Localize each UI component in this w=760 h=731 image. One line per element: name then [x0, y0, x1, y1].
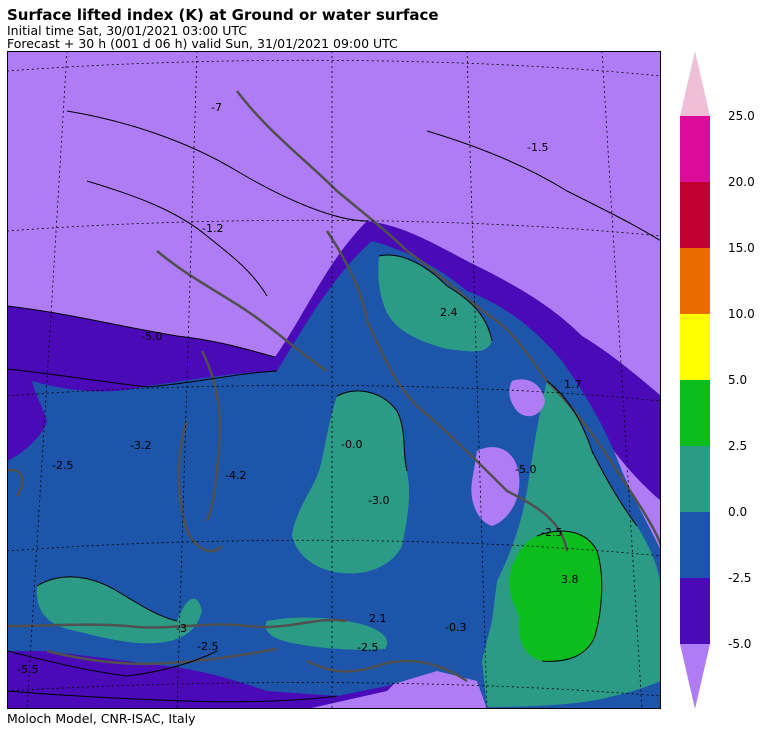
contour-label: -2.5 — [357, 641, 378, 654]
colorbar-label: -2.5 — [728, 571, 752, 585]
contour-label: -1.5 — [527, 141, 548, 154]
contour-labels: -7 -1.2 -5.0 -1.5 2.4 1.7 -3.2 -4.2 -0.0… — [17, 101, 582, 676]
lifted-index-map: -7 -1.2 -5.0 -1.5 2.4 1.7 -3.2 -4.2 -0.0… — [7, 51, 661, 709]
colorbar-band — [680, 578, 710, 644]
contour-label: 1.7 — [564, 378, 582, 391]
colorbar-label: 25.0 — [728, 109, 755, 123]
colorbar-legend: 25.0 20.0 15.0 10.0 5.0 2.5 0.0 -2.5 -5.… — [676, 51, 760, 711]
contour-label: 3.8 — [561, 573, 579, 586]
contour-label: -2.5 — [197, 640, 218, 653]
contour-label: -2.5 — [52, 459, 73, 472]
contour-label: -1.2 — [202, 222, 223, 235]
contour-label: -5.0 — [141, 330, 162, 343]
field-band-0-to-2-5-adriatic — [378, 255, 492, 352]
field-patch-light-2 — [509, 379, 545, 417]
colorbar-band — [680, 182, 710, 248]
colorbar-band — [680, 116, 710, 182]
contour-label: -3 — [176, 622, 187, 635]
colorbar-label: 2.5 — [728, 439, 748, 453]
forecast-valid-text: Forecast + 30 h (001 d 06 h) valid Sun, … — [7, 36, 398, 51]
map-title: Surface lifted index (K) at Ground or wa… — [7, 6, 439, 24]
field-band-0-to-2-5-south-strip — [265, 617, 388, 650]
contour-label: -3.0 — [368, 494, 389, 507]
contour-label: -3.2 — [130, 439, 151, 452]
initial-time-text: Initial time Sat, 30/01/2021 03:00 UTC — [7, 23, 248, 38]
map-frame — [7, 51, 661, 709]
colorbar-band — [680, 512, 710, 578]
contour-lines — [7, 110, 661, 703]
colorbar-band — [680, 446, 710, 512]
contour-label: -0.3 — [445, 621, 466, 634]
model-credit: Moloch Model, CNR-ISAC, Italy — [7, 711, 196, 726]
colorbar-label: 10.0 — [728, 307, 755, 321]
contour-label: -0.0 — [341, 438, 362, 451]
colorbar-label: 5.0 — [728, 373, 748, 387]
colorbar-band — [680, 644, 710, 709]
graticule — [7, 51, 661, 709]
colorbar-band — [680, 248, 710, 314]
contour-label: 2.4 — [440, 306, 458, 319]
colorbar-band — [680, 380, 710, 446]
colorbar-band — [680, 314, 710, 380]
colorbar-label: 20.0 — [728, 175, 755, 189]
colorbar-label: -5.0 — [728, 637, 752, 651]
contour-label: -5.5 — [17, 663, 38, 676]
colorbar-label: 0.0 — [728, 505, 748, 519]
field-band-2-5-to-5 — [509, 531, 602, 662]
contour-label: -4.2 — [225, 469, 246, 482]
contour-label: -2.5 — [541, 526, 562, 539]
contour-label: -7 — [211, 101, 222, 114]
field-band-0-to-2-5-tyrrhenian — [292, 391, 410, 574]
contour-label: 2.1 — [369, 612, 387, 625]
colorbar-label: 15.0 — [728, 241, 755, 255]
contour-label: -5.0 — [515, 463, 536, 476]
colorbar-band — [680, 51, 710, 116]
